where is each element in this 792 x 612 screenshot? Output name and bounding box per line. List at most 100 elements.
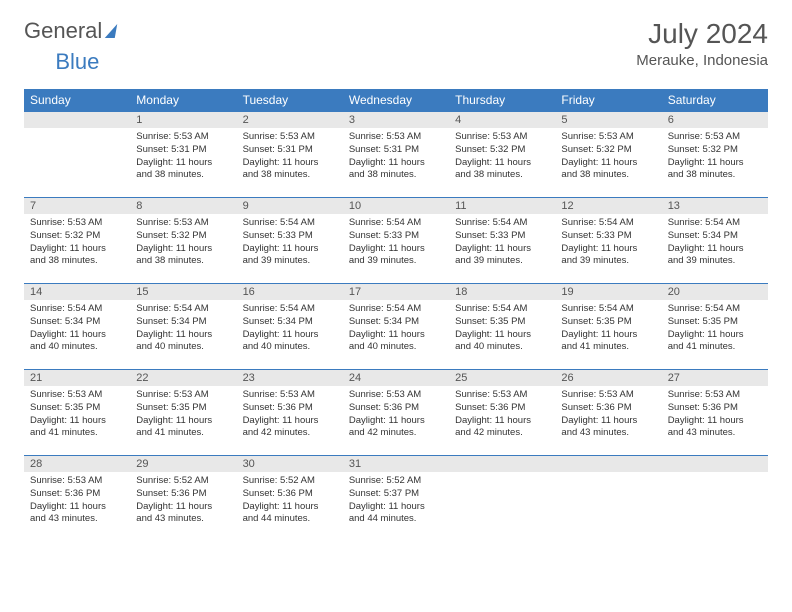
calendar-day-cell [449, 455, 555, 541]
sunset-text: Sunset: 5:31 PM [136, 144, 230, 157]
sunset-text: Sunset: 5:37 PM [349, 488, 443, 501]
daylight-text: Daylight: 11 hours and 39 minutes. [455, 243, 549, 269]
sunset-text: Sunset: 5:35 PM [668, 316, 762, 329]
day-number: 24 [343, 369, 449, 386]
calendar-week-row: 14Sunrise: 5:54 AMSunset: 5:34 PMDayligh… [24, 283, 768, 369]
daylight-text: Daylight: 11 hours and 39 minutes. [561, 243, 655, 269]
sunset-text: Sunset: 5:33 PM [455, 230, 549, 243]
day-details: Sunrise: 5:53 AMSunset: 5:31 PMDaylight:… [343, 128, 449, 188]
sunset-text: Sunset: 5:36 PM [668, 402, 762, 415]
sunrise-text: Sunrise: 5:54 AM [243, 303, 337, 316]
day-details: Sunrise: 5:53 AMSunset: 5:35 PMDaylight:… [130, 386, 236, 446]
sunset-text: Sunset: 5:34 PM [136, 316, 230, 329]
daylight-text: Daylight: 11 hours and 41 minutes. [136, 415, 230, 441]
daylight-text: Daylight: 11 hours and 38 minutes. [561, 157, 655, 183]
day-details: Sunrise: 5:53 AMSunset: 5:36 PMDaylight:… [24, 472, 130, 532]
calendar-day-cell: 24Sunrise: 5:53 AMSunset: 5:36 PMDayligh… [343, 369, 449, 455]
day-details [24, 128, 130, 137]
day-details: Sunrise: 5:54 AMSunset: 5:33 PMDaylight:… [343, 214, 449, 274]
daylight-text: Daylight: 11 hours and 44 minutes. [243, 501, 337, 527]
sunrise-text: Sunrise: 5:53 AM [561, 131, 655, 144]
day-details [662, 472, 768, 481]
sunset-text: Sunset: 5:35 PM [561, 316, 655, 329]
day-number [555, 455, 661, 472]
sunset-text: Sunset: 5:33 PM [243, 230, 337, 243]
brand-part2: Blue [55, 49, 99, 75]
weekday-header: Saturday [662, 89, 768, 111]
sunset-text: Sunset: 5:36 PM [455, 402, 549, 415]
day-details: Sunrise: 5:53 AMSunset: 5:36 PMDaylight:… [449, 386, 555, 446]
calendar-day-cell: 3Sunrise: 5:53 AMSunset: 5:31 PMDaylight… [343, 111, 449, 197]
calendar-day-cell: 30Sunrise: 5:52 AMSunset: 5:36 PMDayligh… [237, 455, 343, 541]
logo-triangle-icon [105, 24, 117, 38]
calendar-day-cell: 16Sunrise: 5:54 AMSunset: 5:34 PMDayligh… [237, 283, 343, 369]
calendar-day-cell: 9Sunrise: 5:54 AMSunset: 5:33 PMDaylight… [237, 197, 343, 283]
daylight-text: Daylight: 11 hours and 39 minutes. [349, 243, 443, 269]
day-number: 30 [237, 455, 343, 472]
day-details: Sunrise: 5:53 AMSunset: 5:36 PMDaylight:… [237, 386, 343, 446]
sunrise-text: Sunrise: 5:54 AM [349, 303, 443, 316]
location-label: Merauke, Indonesia [636, 52, 768, 69]
daylight-text: Daylight: 11 hours and 38 minutes. [455, 157, 549, 183]
sunset-text: Sunset: 5:32 PM [668, 144, 762, 157]
calendar-day-cell: 14Sunrise: 5:54 AMSunset: 5:34 PMDayligh… [24, 283, 130, 369]
sunrise-text: Sunrise: 5:52 AM [136, 475, 230, 488]
day-number [24, 111, 130, 128]
daylight-text: Daylight: 11 hours and 43 minutes. [561, 415, 655, 441]
day-details: Sunrise: 5:53 AMSunset: 5:31 PMDaylight:… [130, 128, 236, 188]
sunrise-text: Sunrise: 5:53 AM [243, 131, 337, 144]
calendar-day-cell: 13Sunrise: 5:54 AMSunset: 5:34 PMDayligh… [662, 197, 768, 283]
title-block: July 2024 Merauke, Indonesia [636, 18, 768, 69]
day-details: Sunrise: 5:53 AMSunset: 5:36 PMDaylight:… [662, 386, 768, 446]
calendar-day-cell: 29Sunrise: 5:52 AMSunset: 5:36 PMDayligh… [130, 455, 236, 541]
daylight-text: Daylight: 11 hours and 38 minutes. [30, 243, 124, 269]
calendar-day-cell: 19Sunrise: 5:54 AMSunset: 5:35 PMDayligh… [555, 283, 661, 369]
day-number: 18 [449, 283, 555, 300]
day-details: Sunrise: 5:53 AMSunset: 5:32 PMDaylight:… [662, 128, 768, 188]
sunrise-text: Sunrise: 5:54 AM [668, 303, 762, 316]
day-details: Sunrise: 5:54 AMSunset: 5:34 PMDaylight:… [343, 300, 449, 360]
sunrise-text: Sunrise: 5:53 AM [668, 389, 762, 402]
sunrise-text: Sunrise: 5:53 AM [455, 131, 549, 144]
calendar-week-row: 28Sunrise: 5:53 AMSunset: 5:36 PMDayligh… [24, 455, 768, 541]
day-number: 25 [449, 369, 555, 386]
day-details: Sunrise: 5:54 AMSunset: 5:33 PMDaylight:… [555, 214, 661, 274]
daylight-text: Daylight: 11 hours and 43 minutes. [30, 501, 124, 527]
daylight-text: Daylight: 11 hours and 38 minutes. [349, 157, 443, 183]
month-title: July 2024 [636, 18, 768, 50]
daylight-text: Daylight: 11 hours and 39 minutes. [243, 243, 337, 269]
daylight-text: Daylight: 11 hours and 38 minutes. [136, 243, 230, 269]
calendar-day-cell: 11Sunrise: 5:54 AMSunset: 5:33 PMDayligh… [449, 197, 555, 283]
day-details: Sunrise: 5:54 AMSunset: 5:34 PMDaylight:… [662, 214, 768, 274]
calendar-day-cell: 15Sunrise: 5:54 AMSunset: 5:34 PMDayligh… [130, 283, 236, 369]
day-details: Sunrise: 5:53 AMSunset: 5:32 PMDaylight:… [449, 128, 555, 188]
day-details: Sunrise: 5:54 AMSunset: 5:34 PMDaylight:… [237, 300, 343, 360]
calendar-day-cell: 6Sunrise: 5:53 AMSunset: 5:32 PMDaylight… [662, 111, 768, 197]
sunrise-text: Sunrise: 5:54 AM [668, 217, 762, 230]
sunset-text: Sunset: 5:36 PM [561, 402, 655, 415]
weekday-header: Monday [130, 89, 236, 111]
sunrise-text: Sunrise: 5:54 AM [455, 217, 549, 230]
sunset-text: Sunset: 5:36 PM [349, 402, 443, 415]
sunrise-text: Sunrise: 5:53 AM [349, 389, 443, 402]
day-details: Sunrise: 5:53 AMSunset: 5:36 PMDaylight:… [555, 386, 661, 446]
day-details: Sunrise: 5:54 AMSunset: 5:35 PMDaylight:… [662, 300, 768, 360]
day-number: 4 [449, 111, 555, 128]
calendar-day-cell: 12Sunrise: 5:54 AMSunset: 5:33 PMDayligh… [555, 197, 661, 283]
sunrise-text: Sunrise: 5:53 AM [668, 131, 762, 144]
sunrise-text: Sunrise: 5:52 AM [243, 475, 337, 488]
calendar-day-cell: 17Sunrise: 5:54 AMSunset: 5:34 PMDayligh… [343, 283, 449, 369]
calendar-day-cell: 28Sunrise: 5:53 AMSunset: 5:36 PMDayligh… [24, 455, 130, 541]
day-number: 8 [130, 197, 236, 214]
day-number: 10 [343, 197, 449, 214]
calendar-day-cell: 1Sunrise: 5:53 AMSunset: 5:31 PMDaylight… [130, 111, 236, 197]
day-number: 17 [343, 283, 449, 300]
calendar-day-cell: 4Sunrise: 5:53 AMSunset: 5:32 PMDaylight… [449, 111, 555, 197]
day-details: Sunrise: 5:52 AMSunset: 5:36 PMDaylight:… [130, 472, 236, 532]
sunrise-text: Sunrise: 5:53 AM [136, 131, 230, 144]
calendar-day-cell: 21Sunrise: 5:53 AMSunset: 5:35 PMDayligh… [24, 369, 130, 455]
day-details [555, 472, 661, 481]
daylight-text: Daylight: 11 hours and 38 minutes. [668, 157, 762, 183]
day-details: Sunrise: 5:54 AMSunset: 5:35 PMDaylight:… [555, 300, 661, 360]
day-number: 1 [130, 111, 236, 128]
